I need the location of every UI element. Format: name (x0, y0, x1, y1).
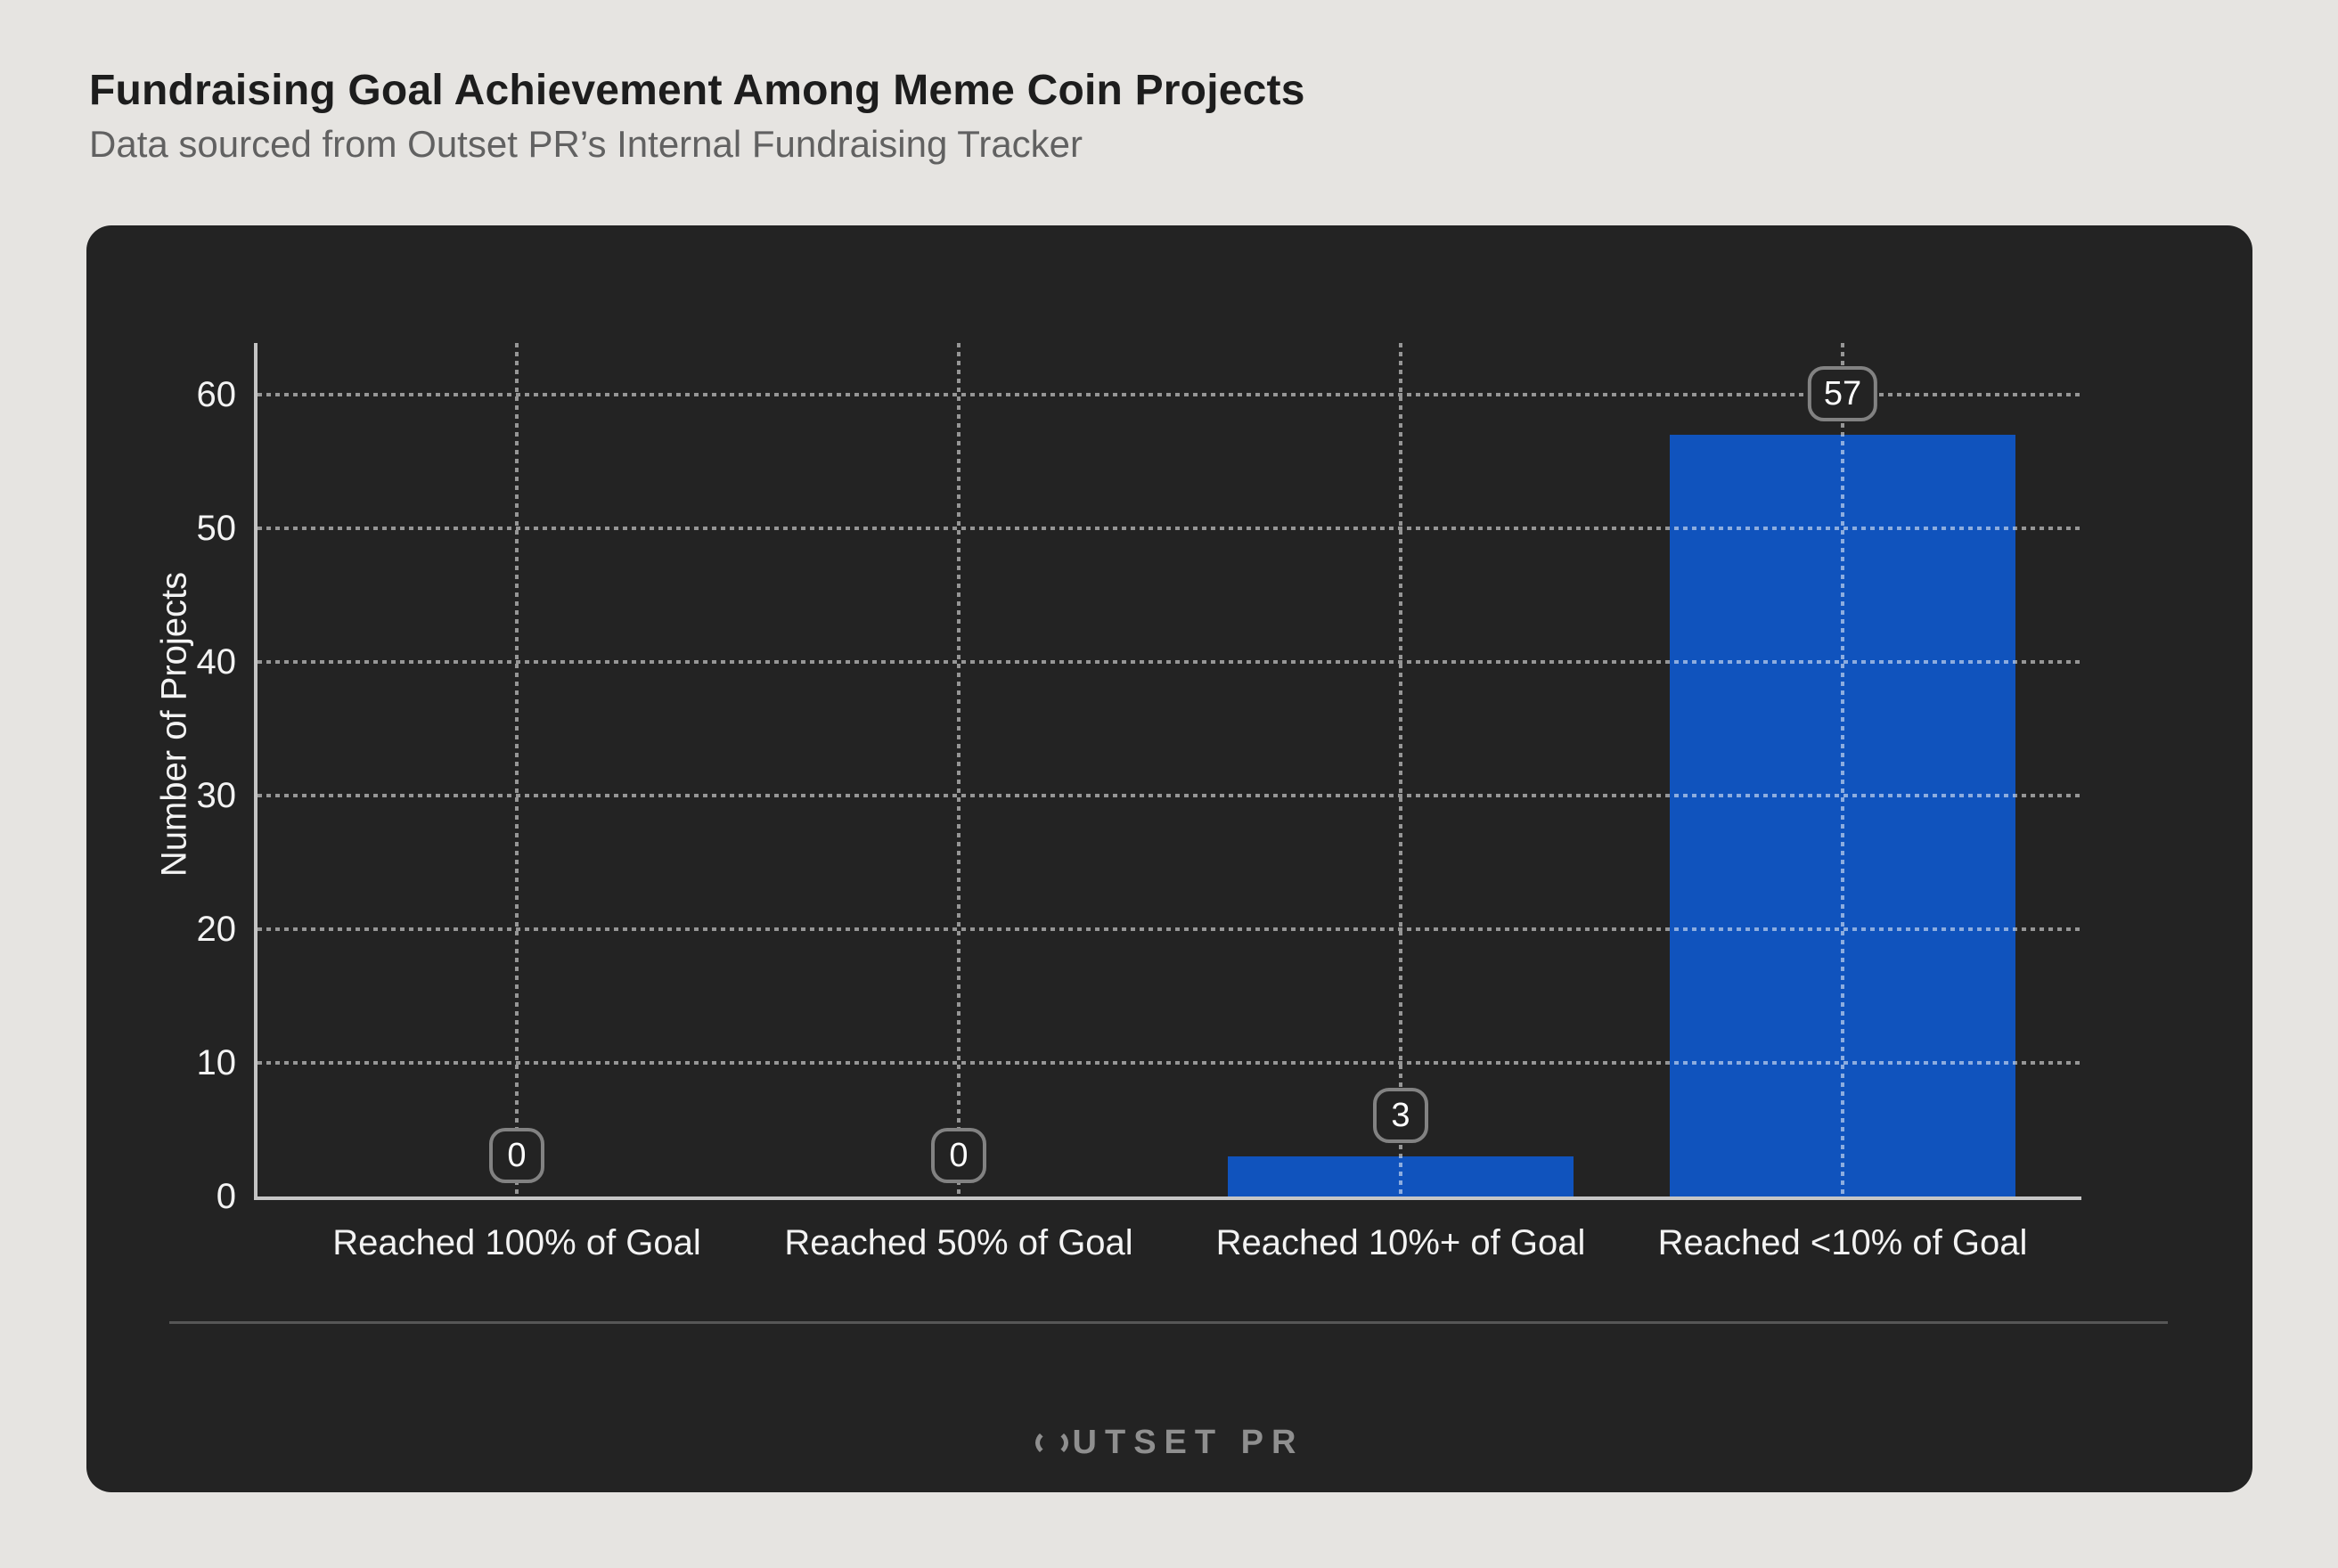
footer-divider (169, 1321, 2168, 1324)
category-label: Reached <10% of Goal (1657, 1223, 2028, 1262)
y-gridline (258, 393, 2081, 396)
value-badge: 57 (1807, 366, 1878, 421)
y-axis-title: Number of Projects (154, 571, 194, 878)
logo-o-icon (1034, 1429, 1068, 1457)
y-gridline (258, 927, 2081, 931)
value-badge: 0 (931, 1128, 986, 1183)
brand-logo-text: UTSET PR (1072, 1424, 1304, 1461)
y-tick-label: 60 (196, 375, 237, 414)
y-tick-label: 40 (196, 642, 237, 682)
y-axis-line (254, 343, 258, 1200)
x-gridline (1399, 343, 1402, 1196)
page-subtitle: Data sourced from Outset PR’s Internal F… (89, 123, 1083, 165)
y-tick-label: 20 (196, 910, 237, 949)
y-tick-label: 0 (216, 1177, 236, 1216)
y-tick-label: 50 (196, 509, 237, 548)
category-label: Reached 10%+ of Goal (1215, 1223, 1586, 1262)
category-label: Reached 50% of Goal (784, 1223, 1133, 1262)
y-gridline (258, 794, 2081, 797)
x-axis-line (254, 1196, 2081, 1200)
y-gridline (258, 527, 2081, 530)
chart-card: 0 10 20 30 40 50 60 0 Reached 100% of Goal 0 Reach… (86, 225, 2252, 1492)
y-gridline (258, 1061, 2081, 1065)
x-gridline (515, 343, 519, 1196)
y-tick-label: 30 (196, 776, 237, 815)
bar-chart: 0 10 20 30 40 50 60 0 Reached 100% of Goal 0 Reach… (86, 225, 2252, 1492)
y-tick-label: 10 (196, 1043, 237, 1082)
value-badge: 3 (1373, 1088, 1428, 1143)
brand-logo: UTSET PR (86, 1424, 2252, 1462)
category-label: Reached 100% of Goal (332, 1223, 701, 1262)
y-gridline (258, 660, 2081, 664)
x-gridline (1841, 343, 1844, 1196)
value-badge: 0 (489, 1128, 544, 1183)
x-gridline (957, 343, 961, 1196)
page-title: Fundraising Goal Achievement Among Meme … (89, 67, 1305, 114)
